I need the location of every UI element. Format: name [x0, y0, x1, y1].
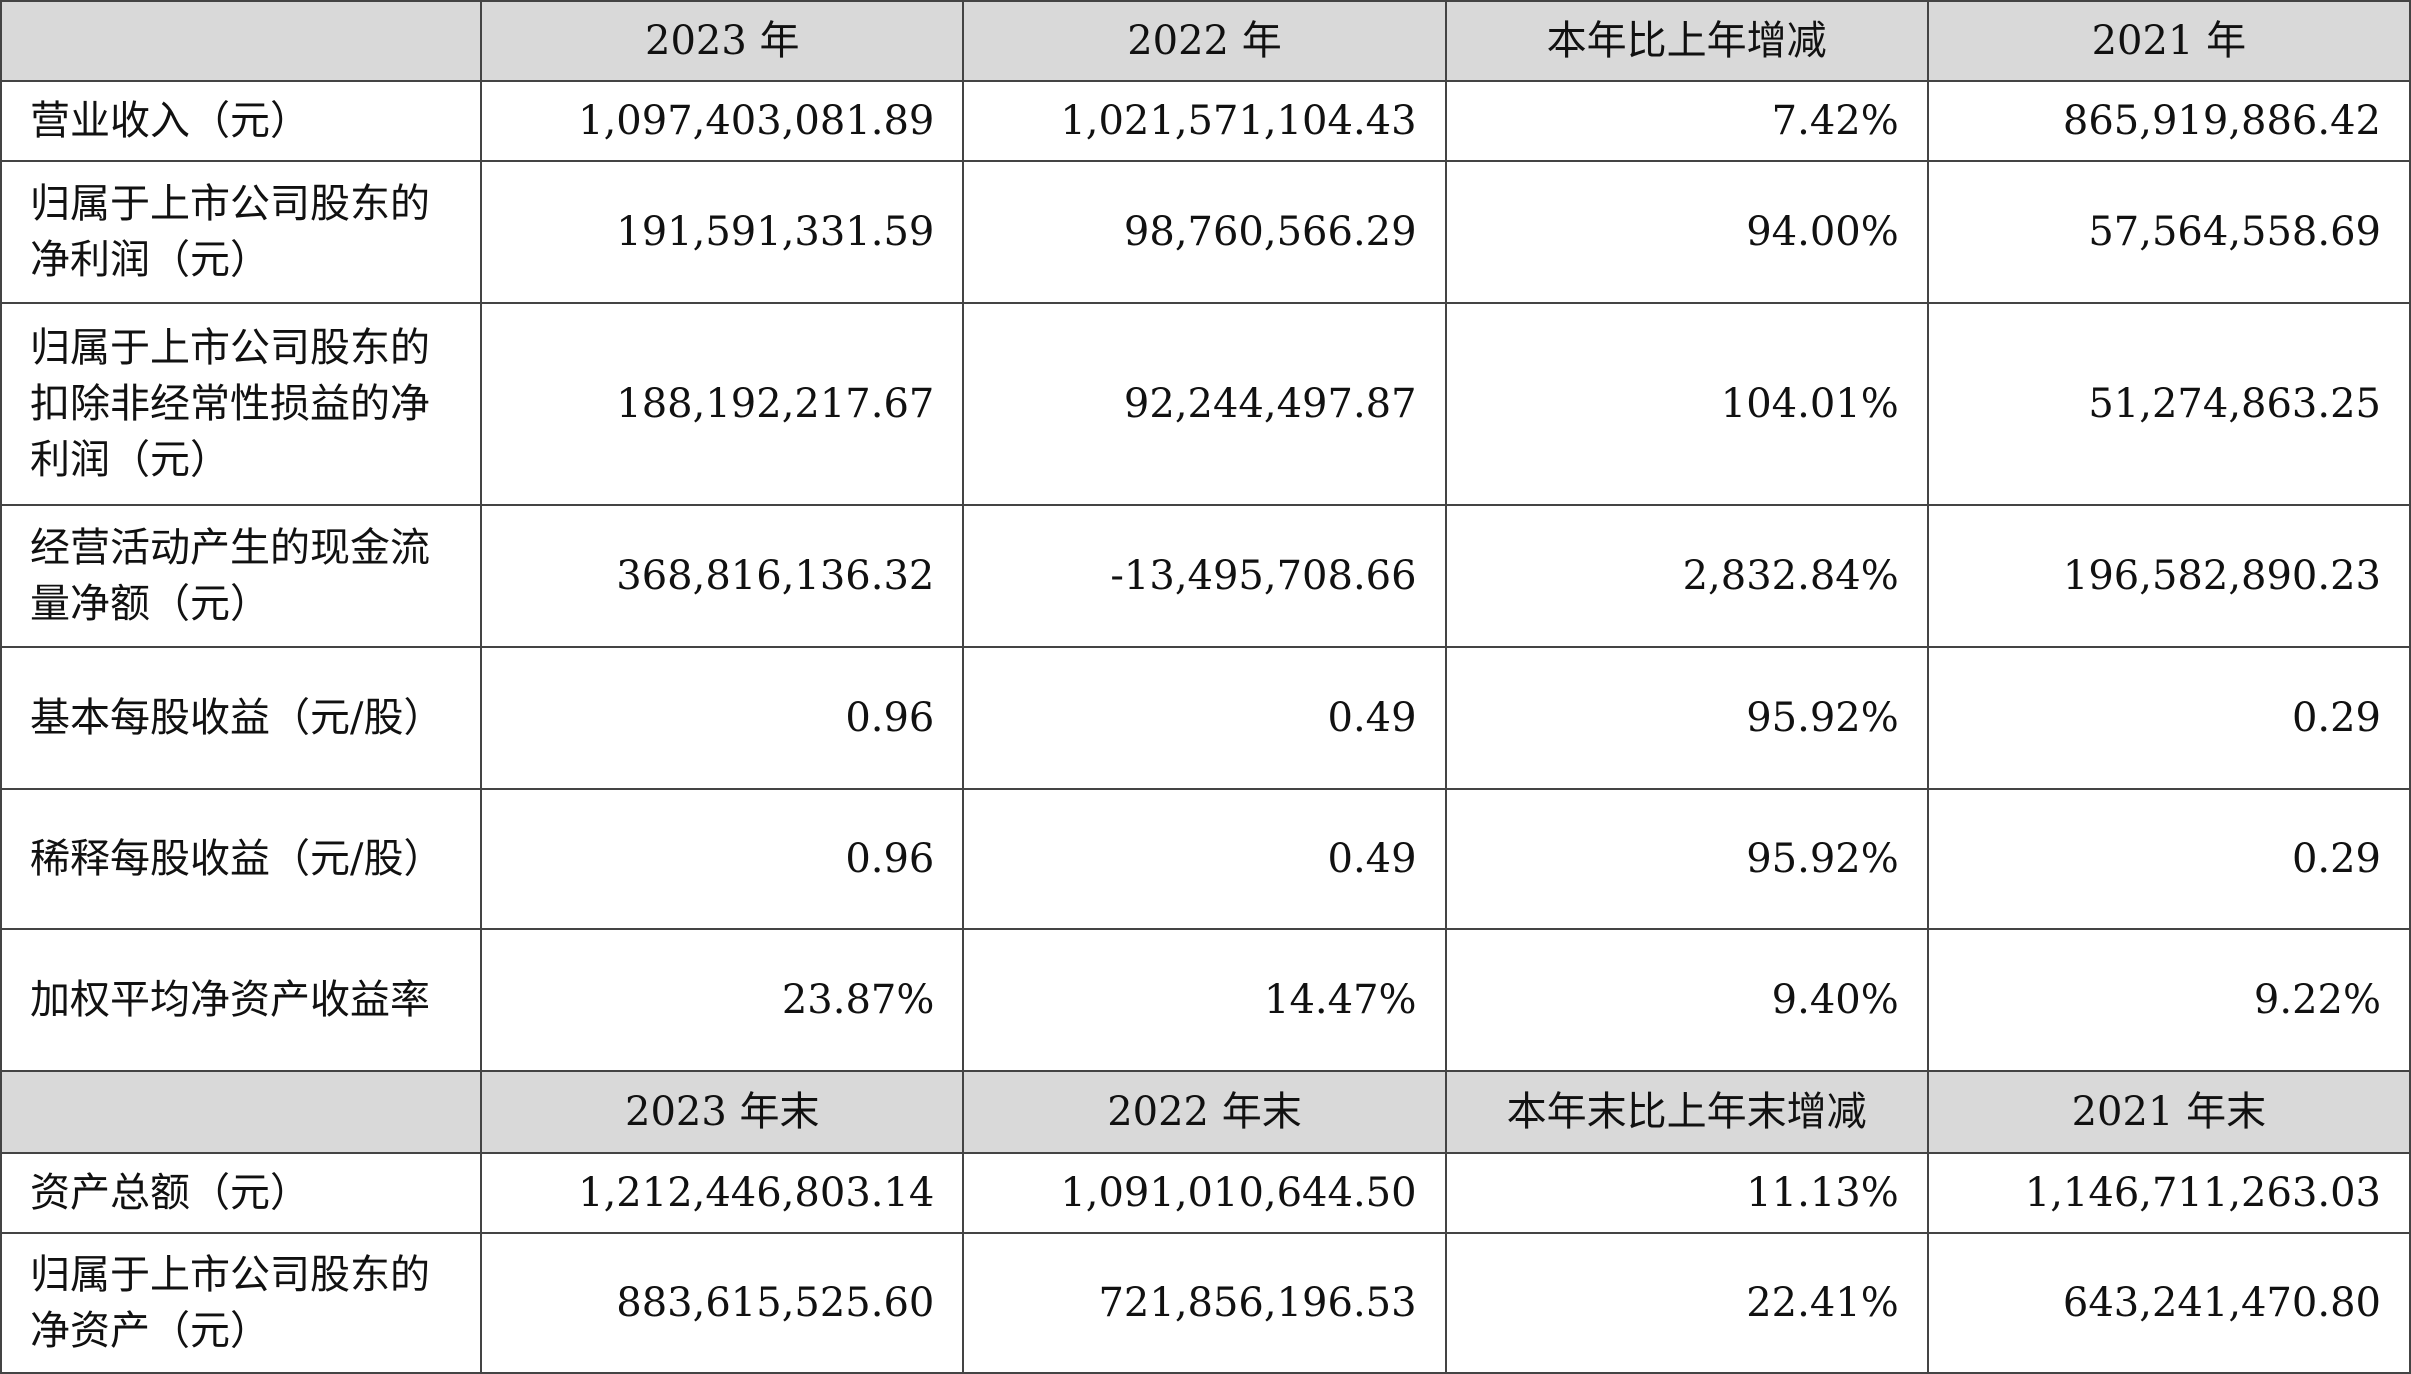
value-cell: 11.13%	[1444, 1152, 1929, 1234]
table-row: 稀释每股收益（元/股） 0.96 0.49 95.92% 0.29	[0, 788, 2411, 930]
value-cell: 92,244,497.87	[962, 302, 1447, 506]
value-cell: 1,091,010,644.50	[962, 1152, 1447, 1234]
table-row: 经营活动产生的现金流量净额（元） 368,816,136.32 -13,495,…	[0, 504, 2411, 648]
value-cell: -13,495,708.66	[962, 504, 1447, 648]
header-cell-change-end: 本年末比上年末增减	[1444, 1070, 1929, 1154]
header-cell-empty	[0, 0, 483, 82]
table-row: 归属于上市公司股东的净利润（元） 191,591,331.59 98,760,5…	[0, 160, 2411, 304]
value-cell: 865,919,886.42	[1926, 80, 2411, 162]
row-label: 营业收入（元）	[0, 80, 483, 162]
value-cell: 23.87%	[480, 928, 965, 1072]
row-label: 资产总额（元）	[0, 1152, 483, 1234]
value-cell: 368,816,136.32	[480, 504, 965, 648]
value-cell: 7.42%	[1444, 80, 1929, 162]
value-cell: 0.29	[1926, 788, 2411, 930]
table-row: 基本每股收益（元/股） 0.96 0.49 95.92% 0.29	[0, 646, 2411, 790]
header-cell-2021: 2021 年	[1926, 0, 2411, 82]
row-label: 基本每股收益（元/股）	[0, 646, 483, 790]
value-cell: 191,591,331.59	[480, 160, 965, 304]
value-cell: 0.96	[480, 646, 965, 790]
value-cell: 196,582,890.23	[1926, 504, 2411, 648]
header-cell-2021-end: 2021 年末	[1926, 1070, 2411, 1154]
value-cell: 721,856,196.53	[962, 1232, 1447, 1374]
header-cell-2022: 2022 年	[962, 0, 1447, 82]
header-cell-2022-end: 2022 年末	[962, 1070, 1447, 1154]
row-label: 归属于上市公司股东的扣除非经常性损益的净利润（元）	[0, 302, 483, 506]
value-cell: 57,564,558.69	[1926, 160, 2411, 304]
value-cell: 883,615,525.60	[480, 1232, 965, 1374]
value-cell: 0.49	[962, 646, 1447, 790]
table-row: 归属于上市公司股东的扣除非经常性损益的净利润（元） 188,192,217.67…	[0, 302, 2411, 506]
value-cell: 0.29	[1926, 646, 2411, 790]
value-cell: 22.41%	[1444, 1232, 1929, 1374]
table-row: 营业收入（元） 1,097,403,081.89 1,021,571,104.4…	[0, 80, 2411, 162]
header-cell-2023-end: 2023 年末	[480, 1070, 965, 1154]
value-cell: 9.40%	[1444, 928, 1929, 1072]
value-cell: 0.96	[480, 788, 965, 930]
row-label: 稀释每股收益（元/股）	[0, 788, 483, 930]
row-label: 归属于上市公司股东的净资产（元）	[0, 1232, 483, 1374]
row-label: 经营活动产生的现金流量净额（元）	[0, 504, 483, 648]
header-row-annual: 2023 年 2022 年 本年比上年增减 2021 年	[0, 0, 2411, 82]
header-cell-2023: 2023 年	[480, 0, 965, 82]
value-cell: 1,146,711,263.03	[1926, 1152, 2411, 1234]
row-label: 归属于上市公司股东的净利润（元）	[0, 160, 483, 304]
value-cell: 1,021,571,104.43	[962, 80, 1447, 162]
value-cell: 1,212,446,803.14	[480, 1152, 965, 1234]
value-cell: 104.01%	[1444, 302, 1929, 506]
value-cell: 188,192,217.67	[480, 302, 965, 506]
table-row: 归属于上市公司股东的净资产（元） 883,615,525.60 721,856,…	[0, 1232, 2411, 1374]
value-cell: 95.92%	[1444, 788, 1929, 930]
value-cell: 94.00%	[1444, 160, 1929, 304]
value-cell: 9.22%	[1926, 928, 2411, 1072]
value-cell: 643,241,470.80	[1926, 1232, 2411, 1374]
header-row-year-end: 2023 年末 2022 年末 本年末比上年末增减 2021 年末	[0, 1070, 2411, 1154]
table-row: 资产总额（元） 1,212,446,803.14 1,091,010,644.5…	[0, 1152, 2411, 1234]
value-cell: 1,097,403,081.89	[480, 80, 965, 162]
table-row: 加权平均净资产收益率 23.87% 14.47% 9.40% 9.22%	[0, 928, 2411, 1072]
value-cell: 51,274,863.25	[1926, 302, 2411, 506]
header-cell-empty	[0, 1070, 483, 1154]
value-cell: 0.49	[962, 788, 1447, 930]
value-cell: 95.92%	[1444, 646, 1929, 790]
value-cell: 14.47%	[962, 928, 1447, 1072]
row-label: 加权平均净资产收益率	[0, 928, 483, 1072]
value-cell: 98,760,566.29	[962, 160, 1447, 304]
header-cell-change: 本年比上年增减	[1444, 0, 1929, 82]
value-cell: 2,832.84%	[1444, 504, 1929, 648]
